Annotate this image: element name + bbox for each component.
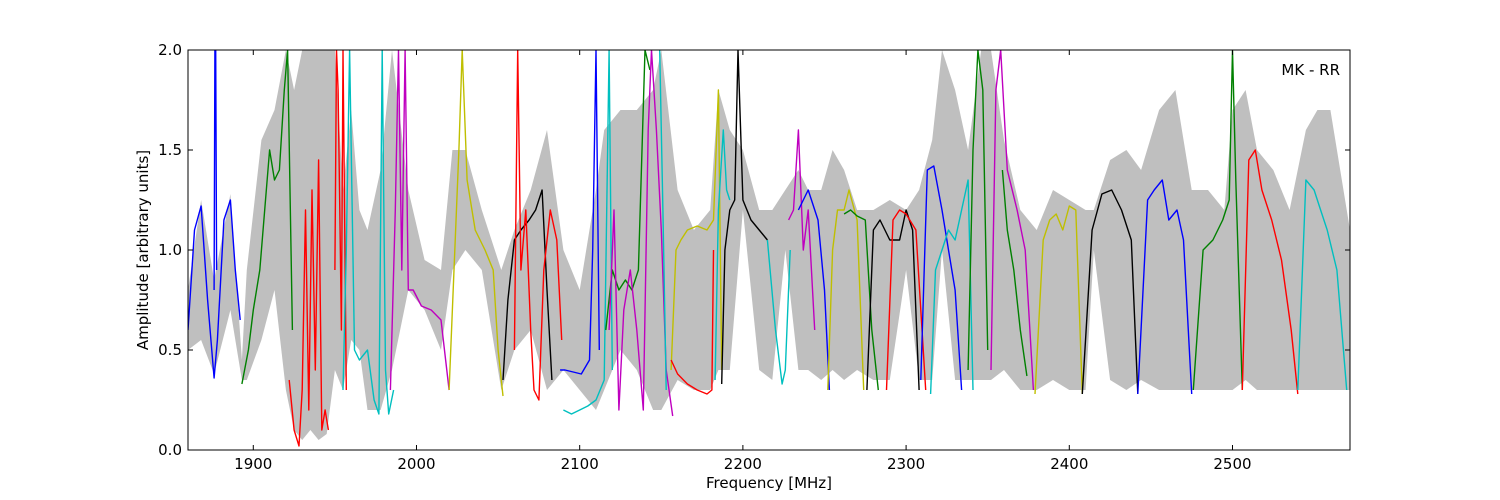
x-tick-label: 2200 xyxy=(724,455,762,473)
series-line-16 xyxy=(670,89,723,371)
plot-area xyxy=(188,50,1350,447)
y-tick-label: 2.0 xyxy=(158,41,182,59)
series-line-15 xyxy=(659,50,667,391)
x-tick-label: 2000 xyxy=(397,455,435,473)
series-line-32 xyxy=(1034,205,1083,395)
y-tick-label: 0.0 xyxy=(158,441,182,459)
series-line-10 xyxy=(513,50,563,401)
series-line-2 xyxy=(213,50,218,291)
series-line-28 xyxy=(929,179,974,395)
x-tick-label: 2300 xyxy=(887,455,925,473)
series-line-8 xyxy=(448,50,504,397)
series-line-30 xyxy=(990,50,1035,391)
series-line-26 xyxy=(885,209,927,391)
series-line-33 xyxy=(1081,189,1139,395)
series-line-3 xyxy=(241,50,294,385)
series-line-21 xyxy=(787,129,816,331)
series-line-6 xyxy=(342,50,395,415)
series-line-35 xyxy=(1192,50,1243,391)
series-line-18 xyxy=(714,129,731,381)
axis-ticks: 1900 2000 2100 2200 2300 2400 2500 0.0 0.5 1.0 1.5… xyxy=(158,41,1350,473)
series-line-36 xyxy=(1241,149,1299,395)
series-line-17 xyxy=(670,249,715,395)
x-tick-label: 2100 xyxy=(561,455,599,473)
envelope-band xyxy=(188,50,1350,440)
series-line-7 xyxy=(389,50,450,391)
y-tick-label: 0.5 xyxy=(158,341,182,359)
series-line-22 xyxy=(797,189,831,391)
series-line-1 xyxy=(188,199,241,379)
x-tick-label: 1900 xyxy=(234,455,272,473)
annotation-label: MK - RR xyxy=(1281,61,1340,79)
series-line-12 xyxy=(563,50,613,415)
series-line-4 xyxy=(288,159,330,447)
series-line-23 xyxy=(827,189,865,391)
series-line-20 xyxy=(766,239,791,385)
series-line-25 xyxy=(866,209,920,391)
x-tick-label: 2400 xyxy=(1050,455,1088,473)
series-line-34 xyxy=(1137,179,1193,395)
y-axis-label: Amplitude [arbitrary units] xyxy=(134,150,152,350)
series-line-27 xyxy=(920,165,963,391)
y-tick-label: 1.0 xyxy=(158,241,182,259)
series-line-19 xyxy=(721,50,768,385)
series-line-13 xyxy=(605,50,651,331)
series-line-29 xyxy=(967,50,989,371)
series-line-37 xyxy=(1297,179,1348,391)
y-tick-label: 1.5 xyxy=(158,141,182,159)
series-line-11 xyxy=(560,50,600,375)
series-line-31 xyxy=(1001,169,1028,377)
series-line-5 xyxy=(334,50,347,391)
series-line-24 xyxy=(843,209,879,391)
x-axis-label: Frequency [MHz] xyxy=(706,474,832,492)
x-tick-label: 2500 xyxy=(1213,455,1251,473)
series-line-14 xyxy=(608,50,674,417)
